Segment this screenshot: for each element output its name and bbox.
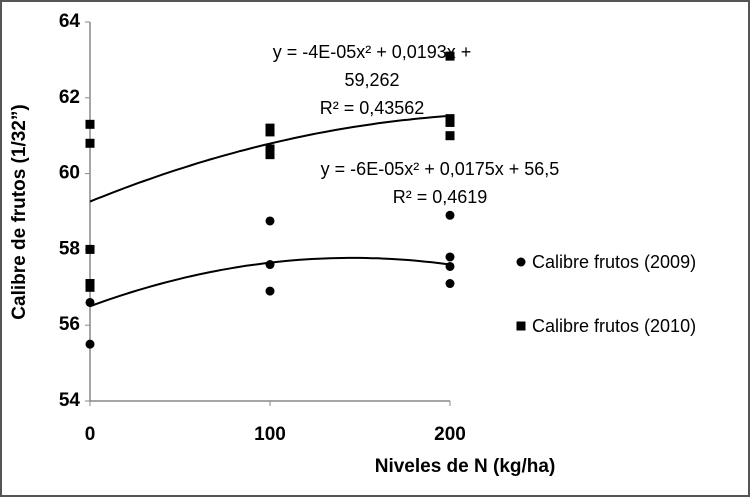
y-tick-label: 54 (59, 390, 81, 411)
legend-label: Calibre frutos (2010) (532, 316, 696, 336)
point (85, 138, 95, 148)
x-tick-label: 200 (434, 424, 466, 445)
point (85, 119, 95, 129)
trendline-equation: y = -6E-05x² + 0,0175x + 56,5 (321, 159, 560, 179)
point (265, 127, 275, 137)
y-tick-label: 60 (59, 163, 80, 184)
point (265, 260, 275, 270)
point (445, 131, 455, 141)
y-axis-title: Calibre de frutos (1/32”) (9, 104, 30, 319)
point (445, 51, 455, 61)
point (265, 144, 275, 154)
trendline-equation: R² = 0,43562 (320, 98, 425, 118)
trendline-equation: R² = 0,4619 (393, 187, 488, 207)
point (265, 150, 275, 160)
x-tick-label: 0 (85, 424, 96, 445)
legend-marker (516, 257, 526, 267)
point (85, 297, 95, 307)
y-tick-label: 64 (59, 11, 81, 32)
point (85, 244, 95, 254)
point (445, 117, 455, 127)
point (85, 339, 95, 349)
x-axis-title: Niveles de N (kg/ha) (375, 456, 556, 477)
point (445, 252, 455, 262)
point (445, 210, 455, 220)
point (445, 279, 455, 289)
point (265, 286, 275, 296)
point (85, 282, 95, 292)
trendline (89, 114, 451, 203)
trendline-equation: 59,262 (344, 70, 399, 90)
y-tick-label: 56 (59, 314, 80, 335)
point (445, 261, 455, 271)
x-tick-label: 100 (254, 424, 286, 445)
trendline-equation: y = -4E-05x² + 0,0193x + (273, 42, 472, 62)
legend-marker (516, 321, 526, 331)
legend-label: Calibre frutos (2009) (532, 252, 696, 272)
point (265, 216, 275, 226)
y-tick-label: 58 (59, 238, 80, 259)
y-tick-label: 62 (59, 87, 80, 108)
